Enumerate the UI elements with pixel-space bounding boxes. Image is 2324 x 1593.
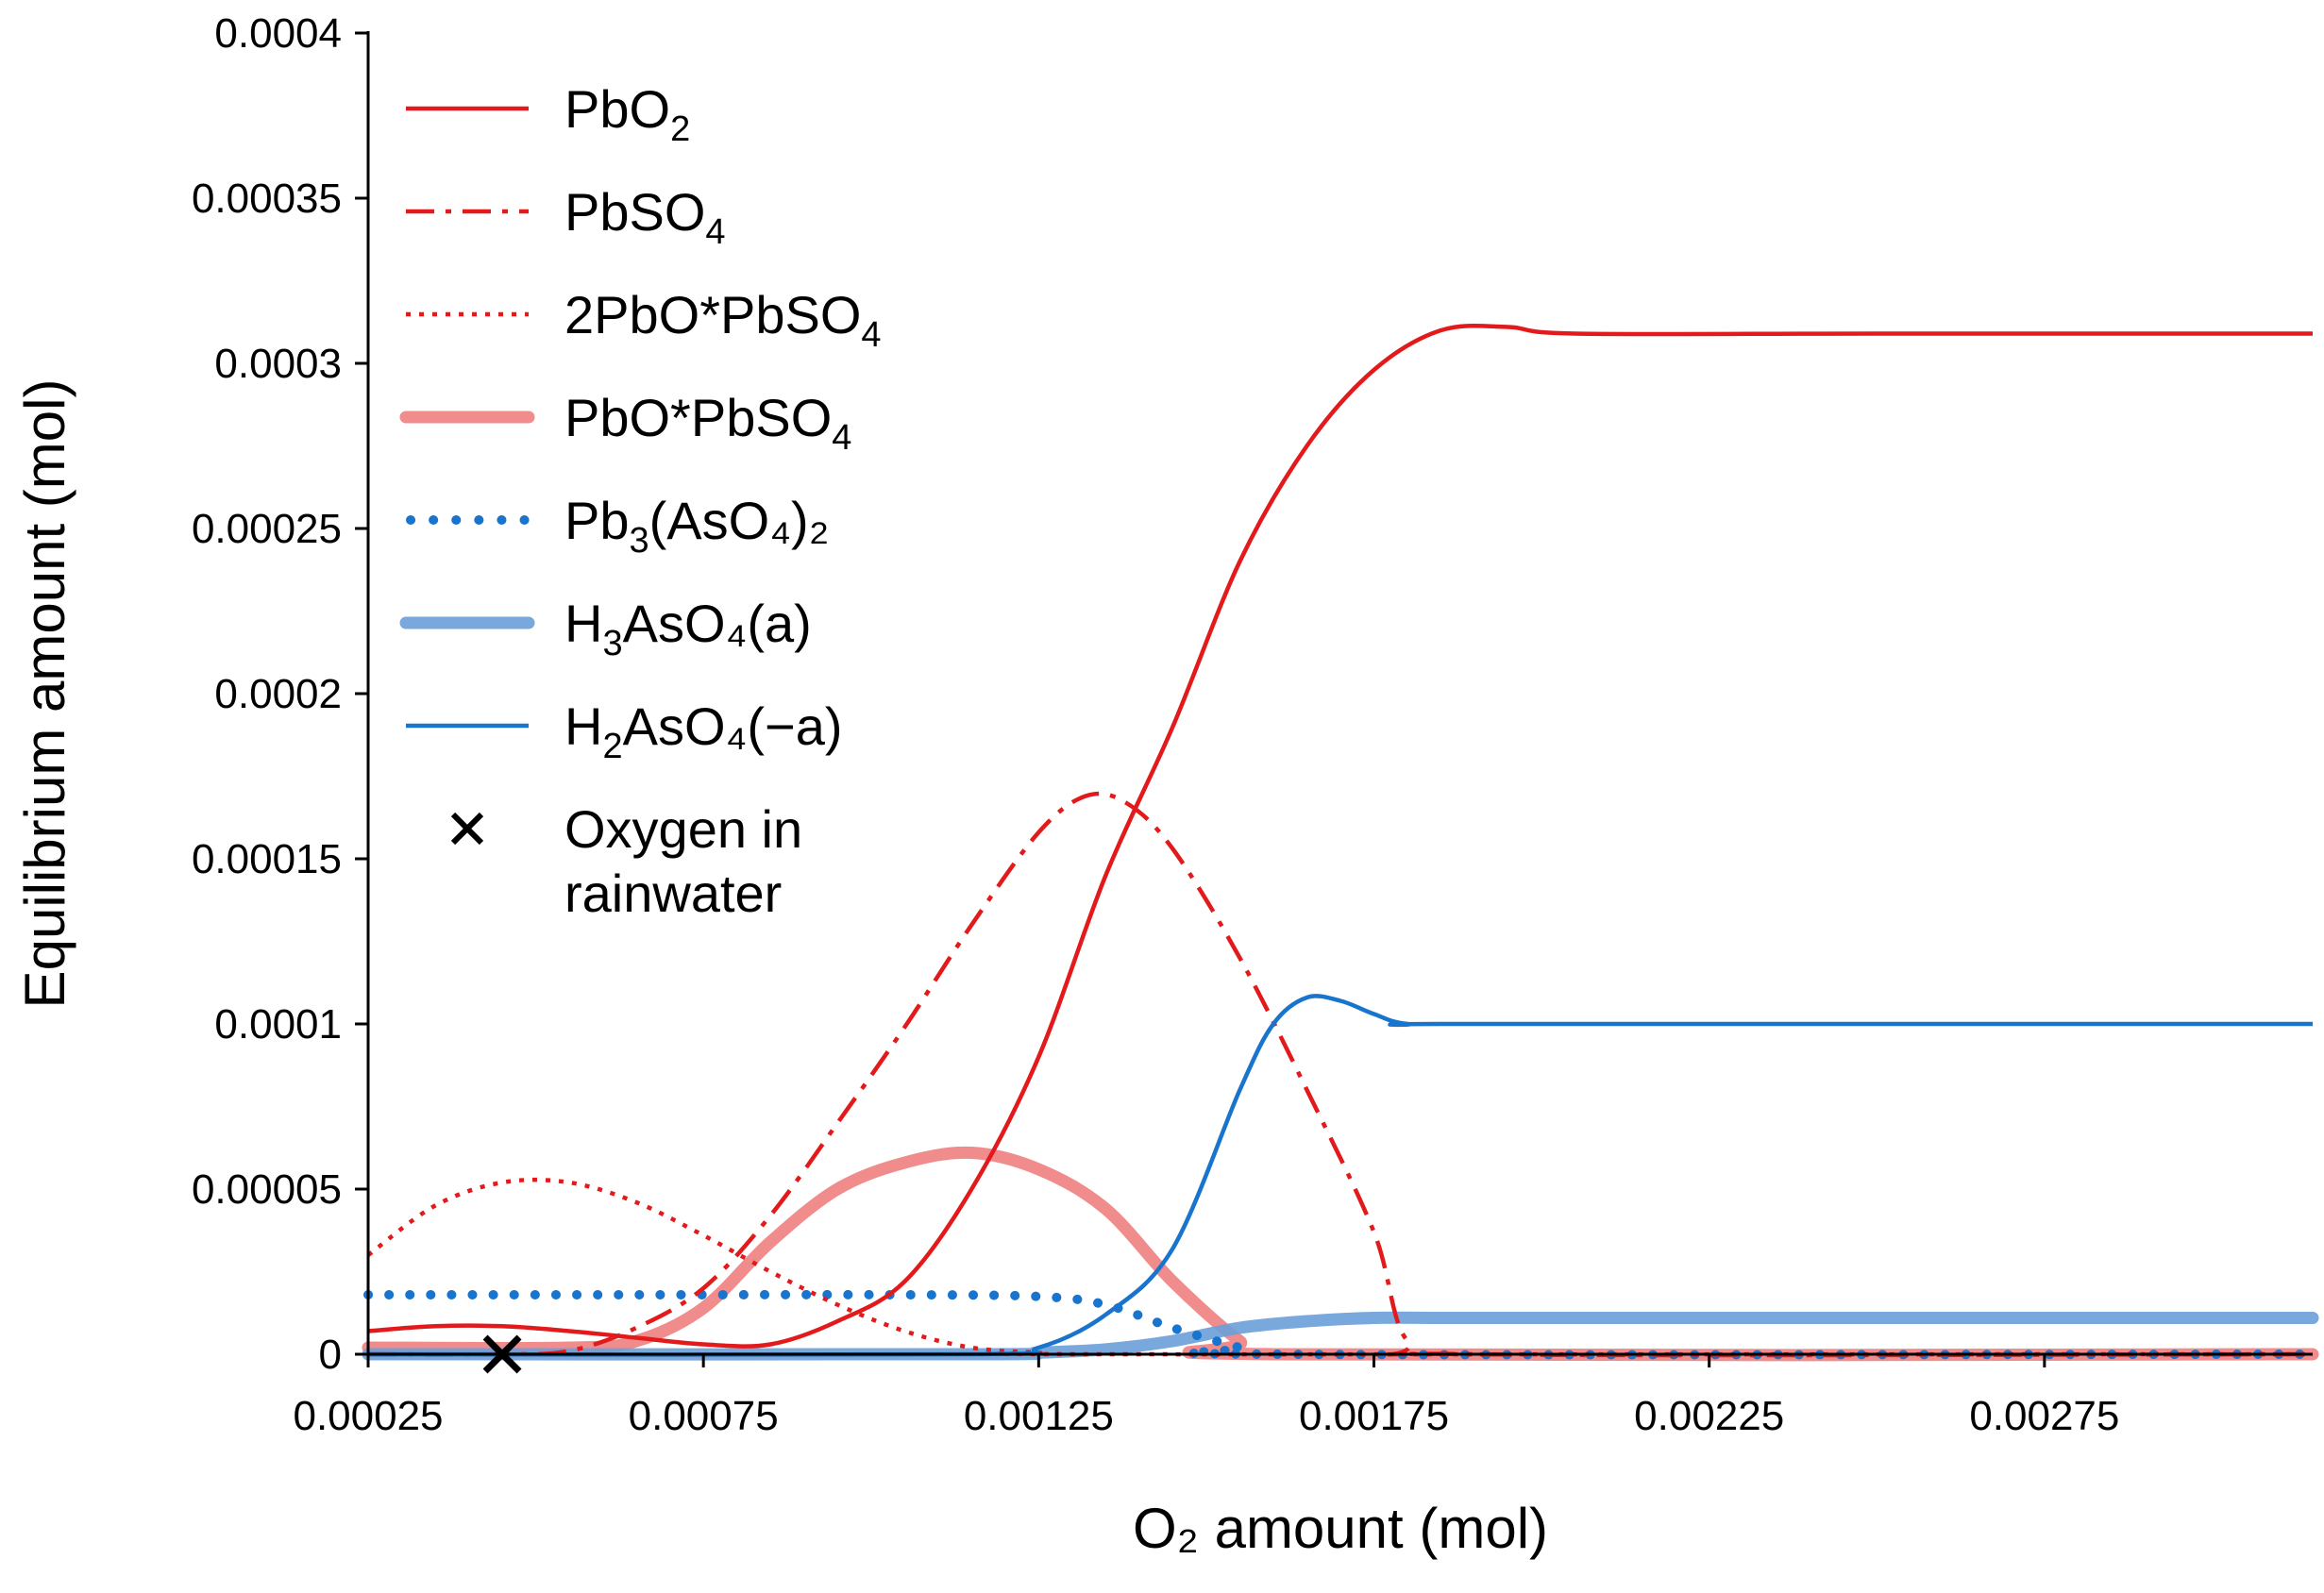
legend-label: PbO2 [564,79,690,149]
legend-item-pb3-aso4-2: Pb3(AsO₄)₂ [406,491,829,561]
x-axis-title: O₂ amount (mol) [1133,1497,1548,1560]
y-tick-label: 0.00035 [192,176,342,222]
legend-label: H3AsO₄(a) [564,594,812,663]
x-tick-label: 0.00225 [1634,1393,1784,1439]
y-tick-label: 0.00015 [192,836,342,882]
series-line-pb3-aso4-2 [363,1289,2317,1360]
x-tick-label: 0.00175 [1299,1393,1449,1439]
x-tick-label: 0.00275 [1969,1393,2119,1439]
legend-label: Oxygen in [564,799,802,859]
axes: 0 0.00005 0.0001 0.00015 0.0002 0.00025 0.0003… [13,10,2313,1560]
legend-item-h2aso4-a: H2AsO₄(−a) [406,696,843,766]
legend-item-h3aso4-a: H3AsO₄(a) [399,594,812,663]
legend-label: 2PbO*PbSO4 [564,285,882,355]
legend-label: Pb3(AsO₄)₂ [564,491,829,561]
y-tick-label: 0.0002 [214,671,342,717]
legend-item-pbo2: PbO2 [406,79,690,149]
series-line-pbo2 [367,323,2313,1349]
legend-label: PbSO4 [564,182,726,252]
y-tick-label: 0.00025 [192,506,342,552]
legend: PbO2 PbSO4 2PbO*PbSO4 PbO*PbSO4 Pb3(AsO₄)₂ H3… [399,79,882,923]
legend-item-pbso4: PbSO4 [406,182,726,252]
legend-item-pbo-pbso4: PbO*PbSO4 [399,388,851,458]
y-tick-label: 0.0004 [214,10,342,57]
x-tick-label: 0.00125 [964,1393,1114,1439]
legend-item-2pbo-pbso4: 2PbO*PbSO4 [406,285,882,355]
x-tick-label: 0.00025 [293,1393,443,1439]
y-tick-label: 0.0003 [214,341,342,387]
legend-label: PbO*PbSO4 [564,388,851,458]
legend-label: rainwater [564,864,782,923]
y-tick-label: 0 [319,1332,342,1378]
y-tick-label: 0.0001 [214,1001,342,1048]
legend-swatch [450,812,484,846]
x-tick-label: 0.00075 [629,1393,779,1439]
series-line-h2aso4-a [367,994,2313,1357]
series-line-2pbo-pbso4 [366,1177,2314,1357]
y-axis-title: Equilibrium amount (mol) [13,379,76,1009]
legend-label: H2AsO₄(−a) [564,696,843,766]
y-tick-label: 0.00005 [192,1166,342,1213]
